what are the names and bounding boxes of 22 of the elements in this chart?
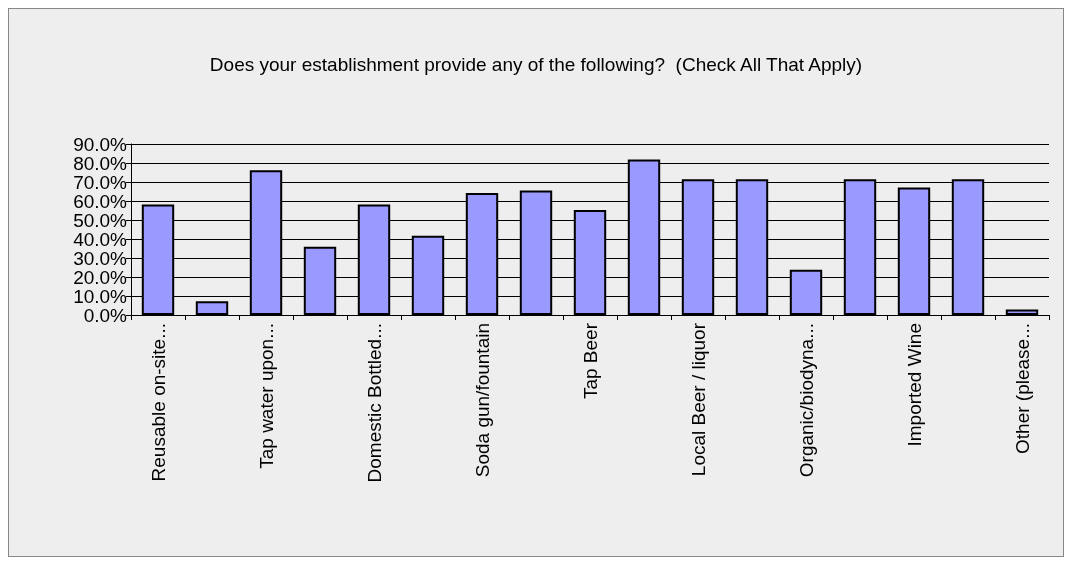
x-tick-label: Soda gun/fountain (471, 323, 493, 478)
y-tick-label: 70.0% (73, 171, 128, 193)
x-tick-label: Local Beer / liquor (687, 322, 709, 477)
y-tick-label: 90.0% (73, 133, 128, 155)
bar (1005, 309, 1039, 315)
chart-title: Does your establishment provide any of the following? (Check All That Apply) (209, 53, 863, 75)
x-tick-label: Reusable on-site... (147, 323, 169, 482)
y-tick-label: 20.0% (73, 266, 128, 288)
x-tick-label: Organic/biodyna... (795, 323, 817, 478)
x-tick-label: Other (please... (1011, 323, 1033, 454)
x-tick-label: Domestic Bottled... (363, 323, 385, 483)
y-tick-label: 50.0% (73, 209, 128, 231)
y-tick-label: 40.0% (73, 228, 128, 250)
y-tick-label: 10.0% (73, 285, 128, 307)
y-tick-label: 0.0% (83, 304, 128, 326)
x-tick-label: Imported Wine (903, 323, 925, 447)
y-tick-label: 80.0% (73, 152, 128, 174)
y-tick-label: 60.0% (73, 190, 128, 212)
bar (195, 301, 229, 315)
x-tick-label: Tap Beer (579, 322, 601, 400)
y-tick-label: 30.0% (73, 247, 128, 269)
x-tick-label: Tap water upon... (255, 323, 277, 469)
